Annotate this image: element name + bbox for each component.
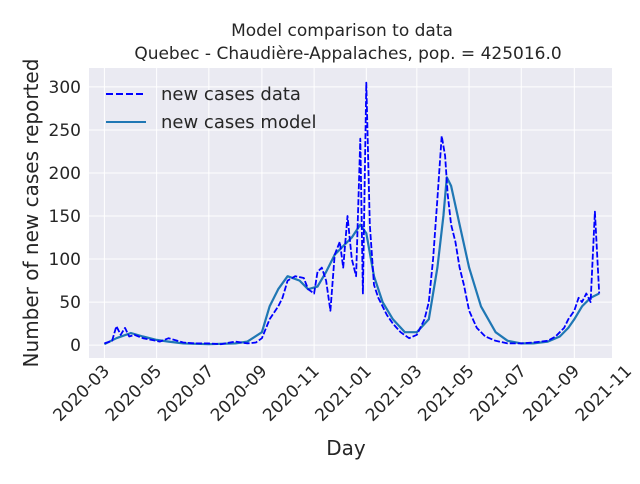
x-tick-label: 2020-11	[259, 361, 323, 425]
legend-label-data: new cases data	[161, 84, 301, 105]
chart-title: Model comparison to data	[231, 21, 453, 41]
y-tick-label: 50	[59, 293, 81, 313]
x-tick-label: 2021-07	[466, 361, 530, 425]
x-tick-label: 2020-07	[154, 361, 218, 425]
y-tick-label: 300	[49, 78, 81, 98]
series-line-data	[104, 81, 601, 346]
x-tick-label: 2020-05	[102, 361, 166, 425]
legend: new cases data new cases model	[106, 84, 316, 133]
x-axis-label: Day	[326, 436, 366, 460]
y-tick-label: 200	[49, 164, 81, 184]
x-tick-label: 2020-09	[207, 361, 271, 425]
series-layer	[103, 81, 601, 346]
grid-lines	[89, 68, 628, 358]
chart-subtitle: Quebec - Chaudière-Appalaches, pop. = 42…	[134, 44, 561, 64]
y-tick-label: 100	[49, 250, 81, 270]
x-tick-label: 2021-11	[572, 361, 636, 425]
legend-label-model: new cases model	[161, 112, 316, 133]
y-tick-label: 150	[49, 207, 81, 227]
x-tick-label: 2020-03	[50, 361, 114, 425]
x-tick-label: 2021-09	[520, 361, 584, 425]
y-axis-label: Number of new cases reported	[19, 59, 43, 368]
x-tick-label: 2021-05	[414, 361, 478, 425]
y-tick-label: 250	[49, 121, 81, 141]
plot-background	[89, 68, 612, 358]
x-tick-label: 2021-03	[362, 361, 426, 425]
y-tick-label: 0	[70, 336, 81, 356]
